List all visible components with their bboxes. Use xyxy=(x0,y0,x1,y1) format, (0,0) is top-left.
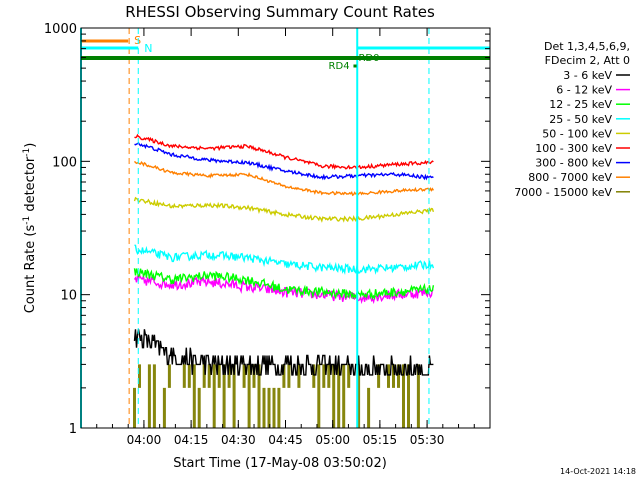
series-line-300-800kev xyxy=(134,141,434,181)
x-tick-label-6: 05:30 xyxy=(410,433,445,447)
series-line-3-6kev xyxy=(133,329,434,376)
x-tick-label-2: 04:30 xyxy=(221,433,256,447)
x-tick-label-3: 04:45 xyxy=(268,433,303,447)
legend-label-3: 25 - 50 keV xyxy=(549,113,612,126)
annotation-n: N xyxy=(144,42,152,55)
y-tick-label-3: 1000 xyxy=(44,22,77,37)
series-line-800-7000kev xyxy=(133,160,435,197)
series-line-100-300kev xyxy=(134,133,434,171)
y-label-part1: Count Rate (s xyxy=(23,225,38,314)
x-tick-label-0: 04:00 xyxy=(127,433,162,447)
legend-label-6: 300 - 800 keV xyxy=(535,157,612,170)
y-label-part3: ) xyxy=(23,143,38,148)
legend-label-5: 100 - 300 keV xyxy=(535,142,612,155)
y-tick-label-0: 1 xyxy=(69,422,77,437)
legend: Det 1,3,4,5,6,9, FDecim 2, Att 0 3 - 6 k… xyxy=(514,40,630,199)
y-axis-label: Count Rate (s-1 detector-1) xyxy=(22,143,38,314)
y-tick-label-1: 10 xyxy=(60,289,77,304)
legend-label-2: 12 - 25 keV xyxy=(549,98,612,111)
series-line-12-25kev xyxy=(133,268,435,301)
legend-label-1: 6 - 12 keV xyxy=(556,84,612,97)
legend-title-line1: Det 1,3,4,5,6,9, xyxy=(544,40,630,53)
annotation-rd4: RD4 xyxy=(329,61,350,72)
y-axis: 1 10 100 1000 xyxy=(44,22,490,437)
y-label-sup2: -1 xyxy=(22,148,32,157)
series-line-25-50kev xyxy=(134,244,435,276)
chart-title: RHESSI Observing Summary Count Rates xyxy=(125,3,435,21)
timestamp: 14-Oct-2021 14:18 xyxy=(560,467,636,476)
y-label-sup1: -1 xyxy=(22,216,32,225)
annotation-s: S xyxy=(134,34,141,47)
annotation-rd0: RD0 xyxy=(358,53,379,64)
legend-label-7: 800 - 7000 keV xyxy=(528,171,612,184)
x-axis: 04:00 04:15 04:30 04:45 05:00 05:15 05:30 xyxy=(80,28,491,447)
plot-area: SN RD0 RD4 xyxy=(80,28,490,428)
series-line-6-12kev xyxy=(133,273,434,305)
legend-label-8: 7000 - 15000 keV xyxy=(514,186,612,199)
x-tick-label-1: 04:15 xyxy=(174,433,209,447)
series-line-50-100kev xyxy=(133,196,435,223)
x-tick-label-4: 05:00 xyxy=(315,433,350,447)
x-tick-label-5: 05:15 xyxy=(363,433,398,447)
y-tick-label-2: 100 xyxy=(52,155,77,170)
y-label-part2: detector xyxy=(23,156,38,216)
legend-label-0: 3 - 6 keV xyxy=(563,69,612,82)
legend-title-line2: FDecim 2, Att 0 xyxy=(545,54,630,67)
legend-label-4: 50 - 100 keV xyxy=(542,127,612,140)
x-axis-label: Start Time (17-May-08 03:50:02) xyxy=(173,456,387,471)
